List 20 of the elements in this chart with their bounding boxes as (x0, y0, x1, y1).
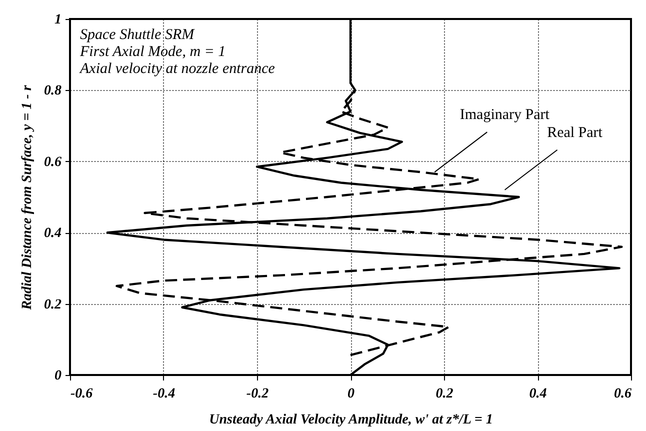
x-tick-label: 0.4 (529, 386, 547, 402)
y-axis-title: Radial Distance from Surface, y = 1 - r (20, 84, 35, 311)
x-tick-label: -0.6 (70, 386, 93, 402)
y-tick-label: 0.8 (44, 84, 62, 99)
y-tick-label: 0.2 (44, 297, 62, 312)
annotation: Space Shuttle SRM (80, 27, 196, 43)
y-tick-label: 1 (54, 12, 62, 28)
y-tick-label: 0 (54, 368, 62, 384)
y-tick-label: 0.6 (44, 154, 62, 170)
x-tick-label: -0.4 (152, 386, 176, 402)
x-tick-label: -0.2 (246, 386, 269, 402)
x-tick-label: 0.6 (614, 386, 632, 402)
x-tick-label: 0.2 (436, 386, 454, 402)
x-axis-title: Unsteady Axial Velocity Amplitude, w' at z*/L = 1 (209, 412, 493, 428)
annotation: First Axial Mode, m = 1 (79, 44, 226, 60)
y-tick-label: 0.4 (44, 226, 62, 242)
annotation: Axial velocity at nozzle entrance (79, 61, 276, 77)
annotation: Imaginary Part (460, 107, 550, 124)
x-tick-label: 0 (348, 386, 354, 402)
annotation: Real Part (547, 124, 604, 141)
